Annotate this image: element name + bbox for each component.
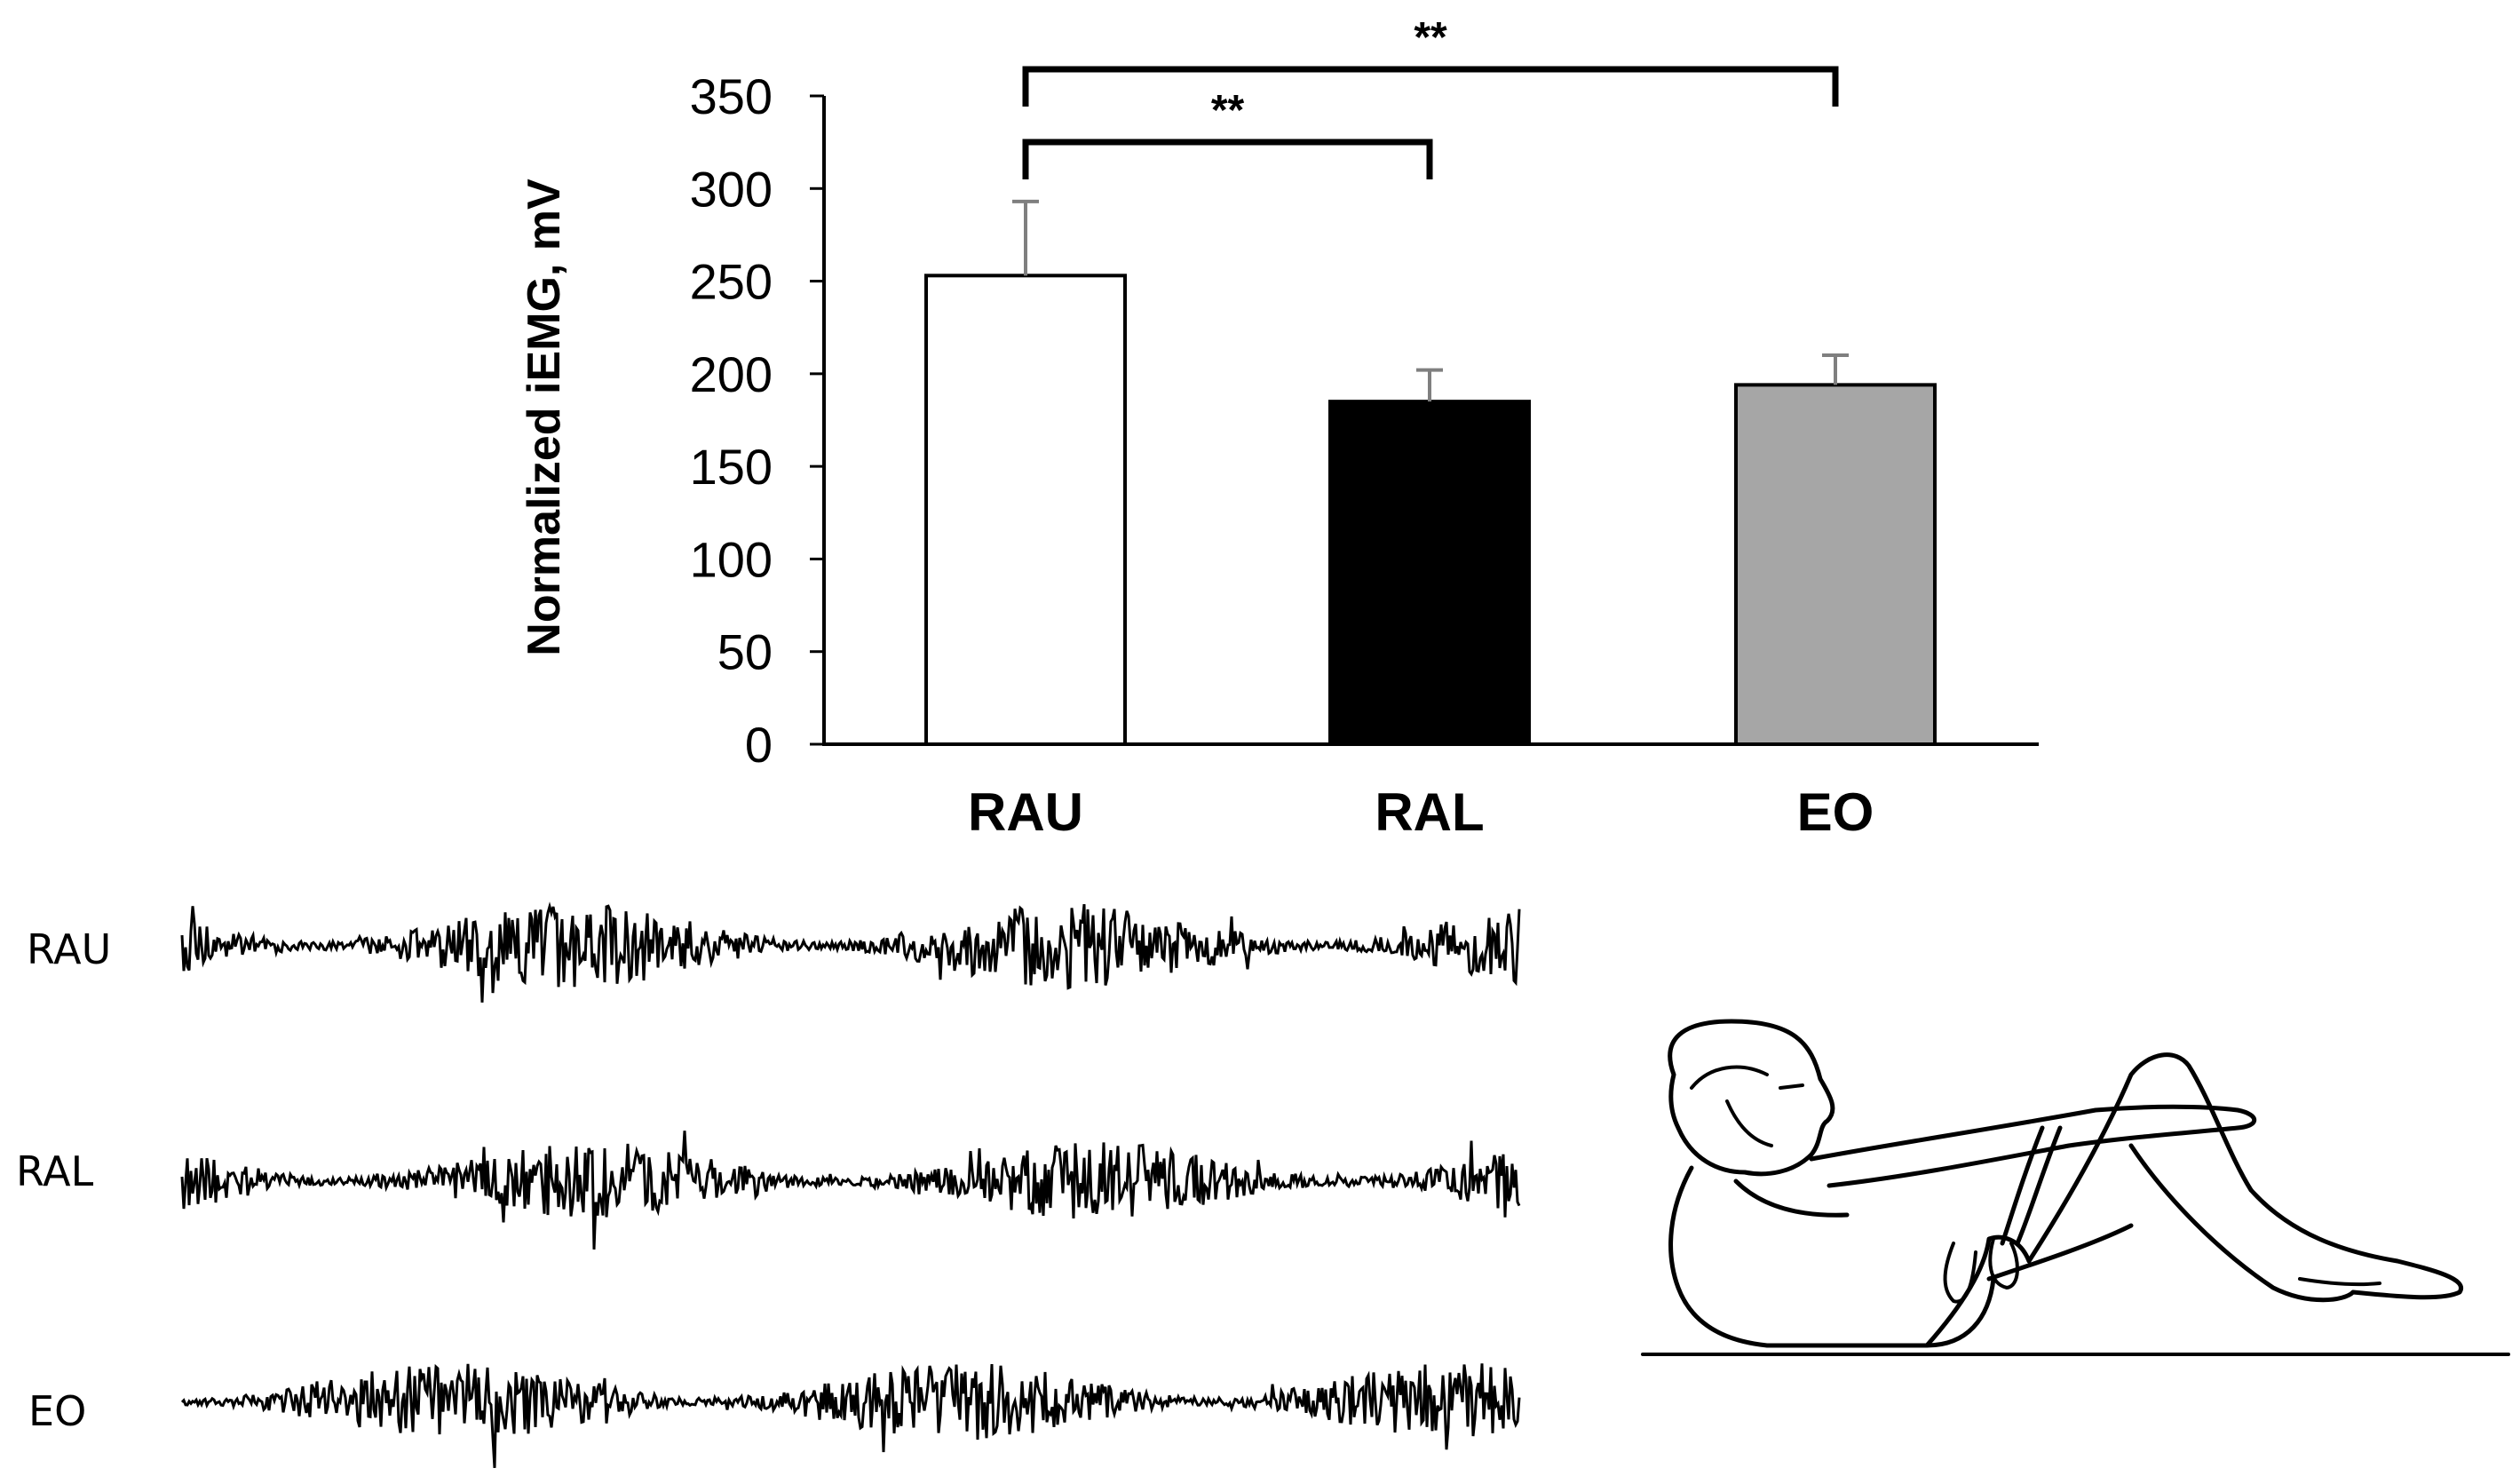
y-tick-label: 50 [717, 624, 773, 680]
emg-trace-rau [180, 901, 1521, 1003]
x-category-label: EO [1797, 782, 1874, 842]
emg-traces: RAU RAL EO [16, 901, 1521, 1468]
y-axis-label: Normalized iEMG, mV [519, 179, 570, 656]
y-tick-label: 150 [690, 439, 773, 495]
significance-label: ** [1211, 87, 1245, 134]
y-axis-ticks: 0 50 100 150 200 250 300 350 [690, 68, 824, 773]
bar-rau [924, 274, 1127, 747]
significance-brackets: ** ** [1022, 14, 1839, 179]
y-tick-label: 300 [690, 161, 773, 217]
y-tick-label: 0 [745, 717, 773, 773]
bar-chart: Normalized iEMG, mV 0 50 100 150 200 250 300 35… [519, 14, 2039, 842]
emg-trace-ral [180, 1131, 1521, 1250]
y-tick-label: 200 [690, 346, 773, 402]
emg-trace-eo [180, 1363, 1521, 1468]
trace-label-ral: RAL [16, 1147, 94, 1195]
trace-label-eo: EO [28, 1387, 86, 1435]
x-axis-categories: RAU RAL EO [968, 782, 1874, 842]
y-tick-label: 100 [690, 531, 773, 587]
bars [924, 199, 1937, 747]
x-category-label: RAL [1375, 782, 1484, 842]
crunch-exercise-figure-icon [1641, 1019, 2510, 1356]
significance-bracket [1022, 139, 1433, 179]
bar-eo [1734, 383, 1937, 746]
bar-ral [1328, 400, 1531, 746]
significance-bracket [1022, 66, 1839, 107]
y-tick-label: 250 [690, 254, 773, 310]
significance-label: ** [1414, 14, 1447, 61]
trace-label-rau: RAU [27, 925, 111, 973]
y-tick-label: 350 [690, 68, 773, 124]
x-category-label: RAU [968, 782, 1083, 842]
